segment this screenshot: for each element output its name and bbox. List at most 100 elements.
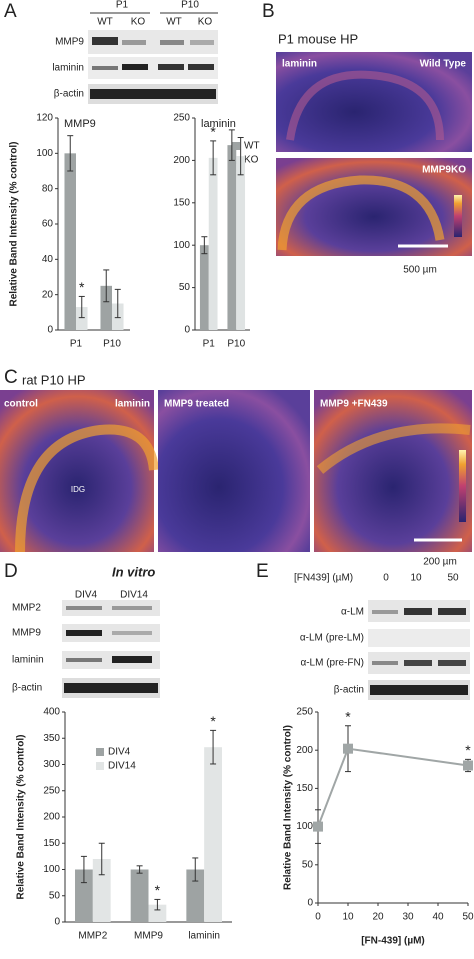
y-axis-label: Relative Band Intensity (% control) xyxy=(16,734,27,899)
y-tick-label: 100 xyxy=(296,821,313,832)
y-tick-label: 0 xyxy=(47,325,53,336)
image-texture xyxy=(15,424,159,553)
y-tick-label: 100 xyxy=(173,240,190,251)
image-label: control xyxy=(4,399,38,410)
bar xyxy=(64,153,76,330)
lane-label: 0 xyxy=(383,573,389,584)
row-label: laminin xyxy=(52,63,84,74)
y-tick-label: 250 xyxy=(296,707,313,718)
x-tick-label: 30 xyxy=(402,912,414,923)
y-tick-label: 150 xyxy=(43,838,60,849)
panel-label: E xyxy=(256,561,269,582)
annotation: * xyxy=(465,742,471,758)
y-tick-label: 150 xyxy=(296,783,313,794)
chart-title: MMP9 xyxy=(64,118,96,130)
y-tick-label: 50 xyxy=(179,282,191,293)
panel-title: In vitro xyxy=(112,564,155,579)
y-tick-label: 0 xyxy=(54,917,60,928)
bar xyxy=(227,145,237,330)
panel-label: D xyxy=(4,561,18,582)
lane-label: DIV4 xyxy=(75,590,98,601)
annotation: * xyxy=(345,708,351,724)
color-bar xyxy=(454,195,462,237)
x-tick-label: P10 xyxy=(103,339,121,350)
x-tick-label: P1 xyxy=(203,339,216,350)
y-tick-label: 250 xyxy=(173,113,190,124)
panel-label: A xyxy=(4,1,17,22)
scale-label: 200 µm xyxy=(423,557,457,568)
y-tick-label: 200 xyxy=(296,745,313,756)
x-tick-label: laminin xyxy=(188,931,220,942)
image-label: laminin xyxy=(115,399,150,410)
x-axis-label: [FN-439] (µM) xyxy=(361,936,425,947)
bar xyxy=(130,869,149,922)
marker xyxy=(313,821,323,832)
blot xyxy=(88,30,218,104)
image-texture xyxy=(277,175,445,251)
line xyxy=(317,747,469,827)
row-label: MMP9 xyxy=(55,37,84,48)
x-tick-label: 0 xyxy=(315,912,321,923)
y-tick-label: 50 xyxy=(49,890,61,901)
blot-header: [FN439] (µM) xyxy=(294,573,353,584)
image-label: Wild Type xyxy=(420,59,467,70)
bar xyxy=(186,869,205,922)
annotation: * xyxy=(155,882,161,898)
y-tick-label: 400 xyxy=(43,707,60,718)
row-label: β-actin xyxy=(12,683,42,694)
scale-label: 500 µm xyxy=(403,265,437,276)
image-label: MMP9KO xyxy=(422,165,466,176)
lane-label: 50 xyxy=(447,573,459,584)
group-label: P1 xyxy=(116,0,129,11)
row-label: MMP9 xyxy=(12,628,41,639)
marker xyxy=(343,743,353,754)
y-tick-label: 120 xyxy=(36,113,53,124)
bar xyxy=(208,157,218,330)
bar xyxy=(92,859,111,922)
y-tick-label: 80 xyxy=(42,183,54,194)
blot xyxy=(368,600,470,700)
legend-label: DIV14 xyxy=(108,761,136,772)
row-label: β-actin xyxy=(334,685,364,696)
panel-label: C xyxy=(4,367,18,388)
image-texture xyxy=(286,70,444,141)
y-tick-label: 200 xyxy=(43,812,60,823)
x-tick-label: 10 xyxy=(342,912,354,923)
y-tick-label: 0 xyxy=(307,898,313,909)
row-label: β-actin xyxy=(54,89,84,100)
x-tick-label: P10 xyxy=(227,339,245,350)
annotation: * xyxy=(210,124,216,140)
y-tick-label: 60 xyxy=(42,219,54,230)
panel-title: P1 mouse HP xyxy=(278,31,358,46)
y-tick-label: 100 xyxy=(36,148,53,159)
bar xyxy=(100,285,112,330)
annotation: * xyxy=(210,713,216,729)
bar xyxy=(76,307,88,330)
annotation: * xyxy=(79,279,85,295)
row-label: laminin xyxy=(12,655,44,666)
row-label: α-LM (pre-LM) xyxy=(300,633,364,644)
x-tick-label: 20 xyxy=(372,912,384,923)
legend-label: KO xyxy=(244,155,259,166)
image-label: laminin xyxy=(282,59,317,70)
group-label: P10 xyxy=(181,0,199,11)
panel-label: B xyxy=(262,1,275,22)
y-tick-label: 250 xyxy=(43,785,60,796)
x-tick-label: 40 xyxy=(432,912,444,923)
bar xyxy=(204,747,222,922)
legend-label: DIV4 xyxy=(108,747,131,758)
y-axis-label: Relative Band Intensity (% control) xyxy=(9,141,20,306)
lane-label: KO xyxy=(198,17,213,28)
y-axis-label: Relative Band Intensity (% control) xyxy=(283,725,294,890)
x-tick-label: MMP9 xyxy=(134,931,163,942)
y-tick-label: 350 xyxy=(43,733,60,744)
lane-label: KO xyxy=(131,17,146,28)
lane-label: WT xyxy=(97,17,113,28)
y-tick-label: 100 xyxy=(43,864,60,875)
image-label: MMP9 treated xyxy=(164,399,229,410)
y-tick-label: 40 xyxy=(42,254,54,265)
image xyxy=(158,390,310,552)
bar xyxy=(236,156,246,330)
image xyxy=(314,390,472,552)
